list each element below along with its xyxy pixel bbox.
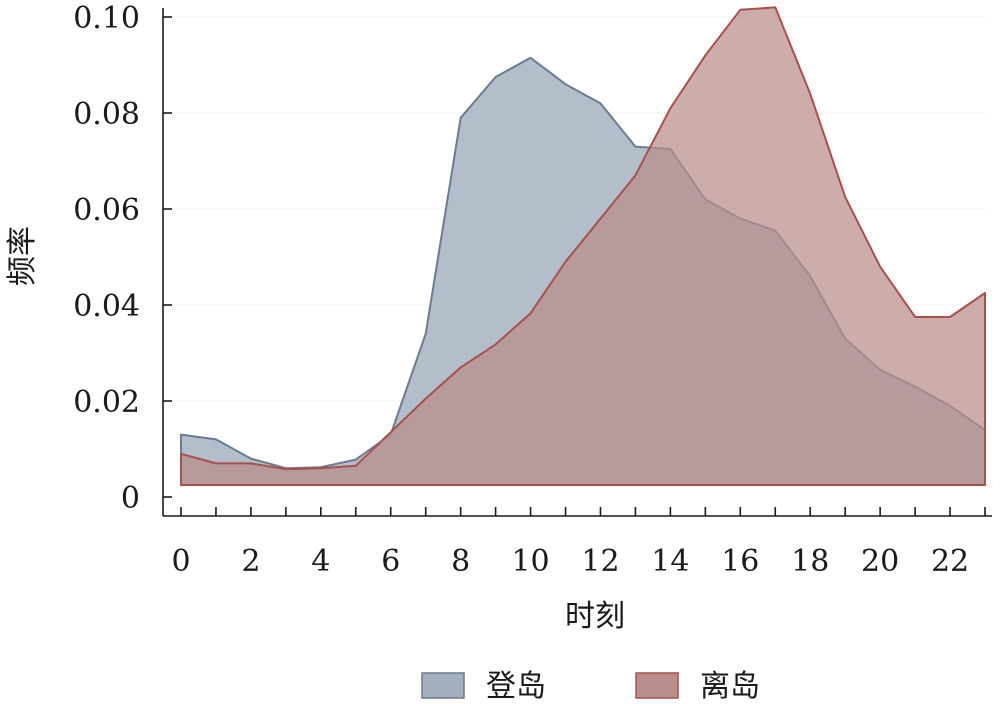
legend-swatch-lidao [635,672,679,699]
legend-label-dengdao: 登岛 [486,669,546,700]
x-tick-label: 10 [511,544,549,579]
x-tick-label: 8 [451,544,470,579]
legend: 登岛 离岛 [421,669,760,704]
y-ticks: 0 0.02 0.04 0.06 0.08 0.10 [73,1,172,516]
x-tick-label: 14 [651,544,689,579]
y-tick-label: 0.10 [73,1,140,36]
legend-swatch-dengdao [421,672,465,699]
y-tick-label: 0.08 [73,97,140,132]
plot-area [180,6,986,486]
x-tick-label: 0 [171,544,190,579]
x-tick-label: 2 [241,544,260,579]
x-ticks: 0 2 4 6 8 10 12 14 16 18 20 22 [171,507,986,579]
legend-label-lidao: 离岛 [700,669,760,700]
x-tick-label: 20 [861,544,899,579]
x-tick-label: 12 [581,544,619,579]
x-tick-label: 18 [791,544,829,579]
area-lidao [180,6,986,486]
y-tick-label: 0.02 [73,385,140,420]
x-tick-label: 6 [381,544,400,579]
y-axis-label: 频率 [5,226,40,286]
x-axis-label: 时刻 [565,599,625,634]
y-tick-label: 0.06 [73,193,140,228]
y-tick-label: 0.04 [73,289,140,324]
x-tick-label: 16 [721,544,759,579]
x-tick-label: 4 [311,544,330,579]
x-tick-label: 22 [931,544,969,579]
y-tick-label: 0 [121,481,140,516]
axes [162,8,992,517]
